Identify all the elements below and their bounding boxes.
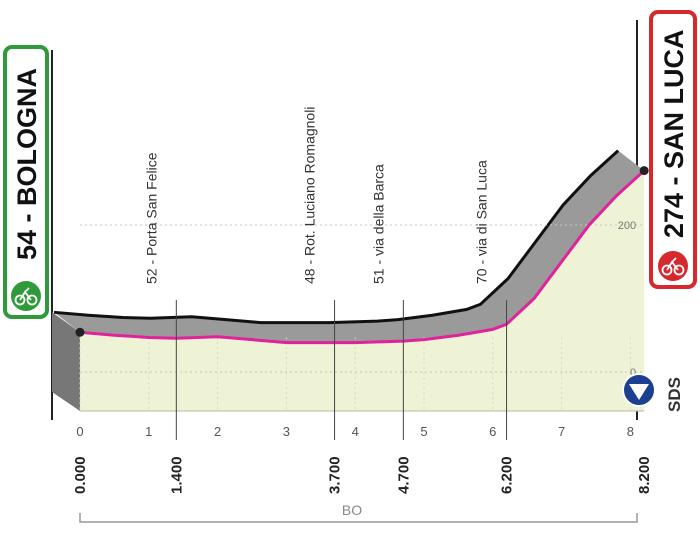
profile-area: [80, 170, 645, 411]
x-tick-label: 6: [489, 424, 496, 439]
y-tick-label: 200: [618, 220, 636, 232]
bike-icon-wheel-rear: [14, 294, 26, 306]
distance-label: 1.400: [168, 456, 185, 494]
distance-label: 8.200: [636, 456, 653, 494]
finish-point: [639, 166, 649, 176]
bike-icon-finish: [658, 251, 688, 281]
profile-fill: [80, 170, 645, 411]
y-tick-label: 0: [630, 367, 636, 379]
x-tick-label: 8: [627, 424, 634, 439]
bike-icon-frame: [19, 287, 32, 301]
x-tick-label: 0: [76, 424, 83, 439]
footer-bracket: BO: [79, 502, 638, 523]
profile-shoulder: [54, 150, 645, 343]
sds-label: SDS: [665, 377, 684, 412]
profile-top-edge: [53, 149, 620, 325]
x-tick-label: 5: [420, 424, 427, 439]
x-tick-label: 4: [352, 424, 359, 439]
start-point: [75, 327, 85, 337]
bike-icon-wheel-front: [26, 294, 38, 306]
distance-label: 0.000: [72, 456, 89, 494]
finish-badge: 274 - SAN LUCA: [649, 10, 697, 289]
distance-label: 4.700: [395, 456, 412, 494]
finish-badge-border: [649, 10, 697, 289]
distance-label: 3.700: [327, 456, 344, 494]
bike-icon: [11, 281, 41, 311]
bike-icon-finish-wheel-front: [673, 264, 685, 276]
chart-marks: 0 1 2 3 4 5 6 7 8 0.000 1.400 3.700 4.700 6.200 8.200 5…: [72, 107, 653, 494]
sds-triangle-icon: [629, 384, 649, 400]
x-tick-label: 3: [283, 424, 290, 439]
footer-label: BO: [342, 502, 362, 518]
place-label: 51 - via della Barca: [370, 164, 386, 284]
profile-3d-shoulder: [52, 149, 645, 411]
start-badge-border: [3, 45, 49, 319]
x-tick-label: 1: [145, 424, 152, 439]
place-label: 52 - Porta San Felice: [143, 152, 159, 284]
place-label: 70 - via di San Luca: [474, 160, 490, 284]
start-label: 54 - BOLOGNA: [12, 68, 42, 260]
x-tick-label: 7: [558, 424, 565, 439]
bike-icon-finish-wheel-rear: [661, 264, 673, 276]
bracket-line: [79, 513, 638, 523]
sds-marker: SDS: [622, 373, 684, 412]
bike-icon-finish-frame: [666, 257, 679, 271]
finish-label: 274 - SAN LUCA: [659, 29, 689, 238]
x-tick-label: 2: [214, 424, 221, 439]
profile-left-wall: [52, 312, 80, 411]
distance-label: 6.200: [499, 456, 516, 494]
place-label: 48 - Rot. Luciano Romagnoli: [302, 107, 318, 284]
start-badge: 54 - BOLOGNA: [3, 45, 49, 319]
